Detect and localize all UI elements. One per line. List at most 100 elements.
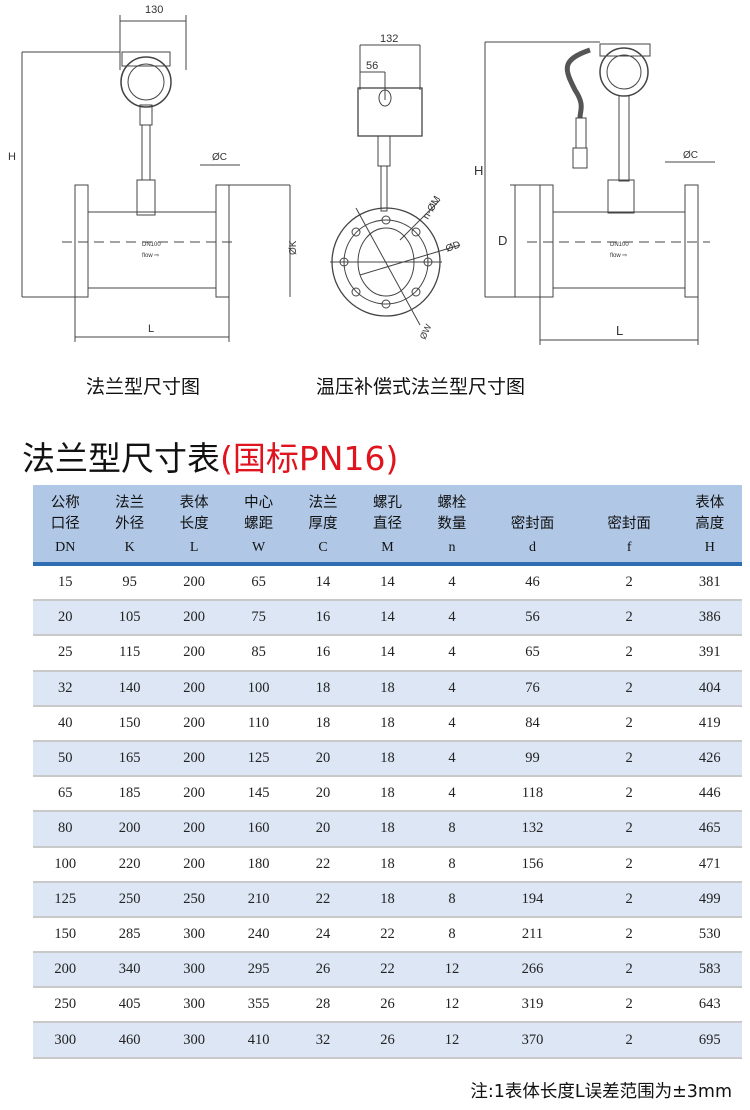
table-cell: 410 <box>226 1022 291 1059</box>
table-row: 40 150 200 110 18 18 4 84 2 419 <box>33 705 742 742</box>
table-cell: 2 <box>580 916 678 954</box>
header-cn1: 螺孔 <box>372 495 402 511</box>
table-cell: 145 <box>226 776 291 813</box>
column-header: 法兰 外径 K <box>97 485 162 566</box>
table-cell: 32 <box>33 670 98 707</box>
header-cn2: 直径 <box>372 516 402 532</box>
size-tag: DN100 <box>142 242 161 248</box>
table-cell: 14 <box>355 564 420 602</box>
footnote: 注:1表体长度L误差范围为±3mm <box>470 1082 732 1102</box>
table-cell: 386 <box>677 600 742 637</box>
header-sym: n <box>448 540 456 555</box>
table-cell: 95 <box>97 564 162 602</box>
table-cell: 18 <box>355 881 420 918</box>
holes-label: n-ØM <box>421 194 443 221</box>
table-cell: 4 <box>419 670 485 707</box>
header-cn2: 数量 <box>437 516 467 532</box>
table-cell: 300 <box>161 952 227 989</box>
table-cell: 18 <box>355 705 420 742</box>
column-header: 公称 口径 DN <box>33 485 98 566</box>
table-cell: 16 <box>290 635 356 672</box>
header-sym: M <box>381 540 394 555</box>
body-diameter-label: D <box>498 233 507 248</box>
table-cell: 180 <box>226 846 291 883</box>
table-title: 法兰型尺寸表(国标PN16) <box>22 432 398 480</box>
table-cell: 160 <box>226 811 291 848</box>
flange-diameter-label: ØK <box>288 240 299 255</box>
length-label: L <box>148 323 154 335</box>
table-row: 80 200 200 160 20 18 8 132 2 465 <box>33 811 742 848</box>
table-cell: 200 <box>161 670 227 707</box>
table-cell: 25 <box>33 635 98 672</box>
caption-flange-type: 法兰型尺寸图 <box>86 376 201 398</box>
table-cell: 2 <box>580 846 678 883</box>
side-view-drawing: 132 56 n-ØM ØD ØW <box>330 33 462 341</box>
table-cell: 18 <box>355 811 420 848</box>
table-cell: 18 <box>355 846 420 883</box>
header-cn1: 公称 <box>50 495 80 511</box>
column-header: 中心 螺距 W <box>226 485 291 566</box>
table-cell: 105 <box>97 600 162 637</box>
table-cell: 18 <box>355 670 420 707</box>
seal-diameter-label: ØD <box>444 239 462 254</box>
table-cell: 471 <box>677 846 742 883</box>
table-cell: 4 <box>419 776 485 813</box>
table-cell: 2 <box>580 987 678 1024</box>
table-cell: 460 <box>97 1022 162 1059</box>
caption-compensated-type: 温压补偿式法兰型尺寸图 <box>316 376 526 398</box>
table-cell: 22 <box>290 846 356 883</box>
table-cell: 2 <box>580 1022 678 1059</box>
column-header: 螺孔直径 M <box>355 485 420 566</box>
table-row: 200 340 300 295 26 22 12 266 2 583 <box>33 952 742 989</box>
table-cell: 319 <box>484 987 581 1024</box>
column-header: 密封面 f <box>580 485 678 566</box>
header-cn2: 高度 <box>695 516 725 532</box>
table-cell: 404 <box>677 670 742 707</box>
table-cell: 2 <box>580 776 678 813</box>
table-cell: 285 <box>97 916 162 954</box>
table-cell: 4 <box>419 705 485 742</box>
flange-type-drawing: 130 H DN100 flow ⇨ ØC ØK L <box>8 4 299 342</box>
column-header: 密封面 d <box>484 485 581 566</box>
table-cell: 12 <box>419 987 485 1024</box>
table-cell: 391 <box>677 635 742 672</box>
width-dim-label: 130 <box>145 4 163 16</box>
table-cell: 14 <box>355 635 420 672</box>
table-cell: 16 <box>290 600 356 637</box>
table-cell: 300 <box>161 1022 227 1059</box>
height-dim-label: H <box>8 151 16 163</box>
header-cn2: 口径 <box>50 516 80 532</box>
table-cell: 26 <box>290 952 356 989</box>
dimension-drawings: 130 H DN100 flow ⇨ ØC ØK L 132 56 <box>8 4 715 345</box>
table-row: 150 285 300 240 24 22 8 211 2 530 <box>33 916 742 954</box>
table-cell: 4 <box>419 740 485 778</box>
table-cell: 20 <box>290 740 356 778</box>
table-cell: 499 <box>677 881 742 918</box>
table-cell: 18 <box>355 740 420 778</box>
table-row: 20 105 200 75 16 14 4 56 2 386 <box>33 600 742 637</box>
table-cell: 2 <box>580 952 678 989</box>
column-header: 表体 长度 L <box>161 485 227 566</box>
table-cell: 15 <box>33 564 98 602</box>
table-cell: 340 <box>97 952 162 989</box>
table-cell: 200 <box>33 952 98 989</box>
size-tag: DN100 <box>610 242 629 248</box>
table-cell: 370 <box>484 1022 581 1059</box>
table-cell: 250 <box>97 881 162 918</box>
table-cell: 266 <box>484 952 581 989</box>
header-sym: L <box>189 540 199 555</box>
table-cell: 26 <box>355 987 420 1024</box>
table-cell: 24 <box>290 916 356 954</box>
table-cell: 200 <box>161 635 227 672</box>
table-cell: 426 <box>677 740 742 778</box>
header-sym: C <box>318 540 328 555</box>
table-cell: 2 <box>580 635 678 672</box>
header-sym: H <box>704 540 715 555</box>
table-cell: 381 <box>677 564 742 602</box>
table-cell: 200 <box>97 811 162 848</box>
table-cell: 18 <box>355 776 420 813</box>
table-header-row: 公称 口径 DN 法兰 外径 K 表体 长度 L 中心 螺距 W 法兰 厚度 C 螺孔 直径 M 螺栓 数量 n 密封面… <box>33 485 742 566</box>
table-cell: 2 <box>580 670 678 707</box>
flow-arrow-label: flow ⇨ <box>610 253 627 259</box>
table-cell: 355 <box>226 987 291 1024</box>
